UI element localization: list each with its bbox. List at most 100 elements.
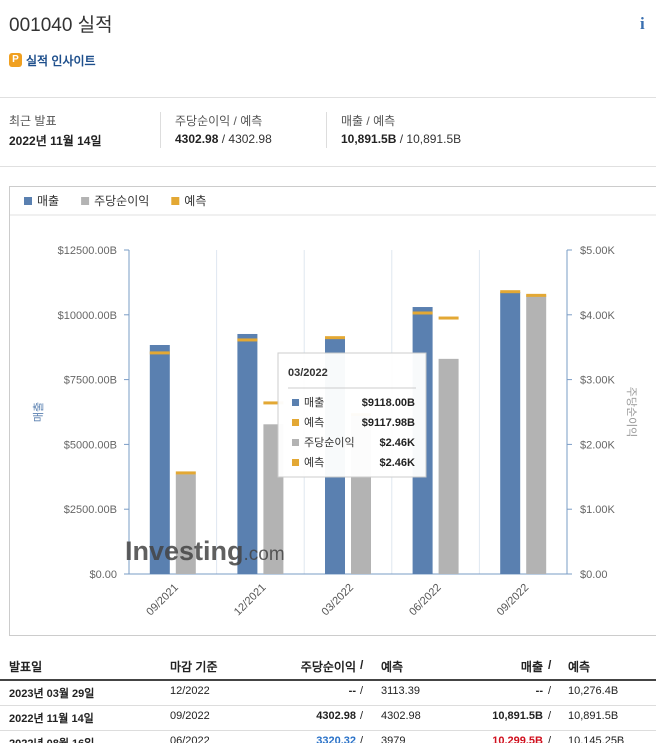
cell-eps: 4302.98 (316, 710, 356, 722)
cell-revenue-forecast: 예측 (568, 660, 591, 674)
summary-item: 최근 발표 2022년 11월 14일 (9, 112, 102, 149)
bar (149, 344, 170, 574)
tooltip-swatch (292, 439, 299, 446)
cell-eps-forecast: 예측 (381, 660, 404, 674)
tooltip-name: 주당순이익 (304, 436, 355, 449)
summary-label: 매출 / 예측 (341, 114, 396, 128)
row-line (0, 679, 656, 681)
summary-item: 매출 / 예측 10,891.5B / 10,891.5B (341, 112, 461, 146)
cell-eps: 주당순이익 (300, 660, 356, 674)
y-tick-label: $2500.00B (64, 504, 117, 516)
bar (438, 358, 459, 574)
y2-tick-label: $4.00K (580, 310, 616, 322)
summary: 최근 발표 2022년 11월 14일 주당순이익 / 예측 4302.98 /… (0, 97, 656, 167)
x-tick-label: 12/2021 (232, 582, 269, 619)
info-button[interactable]: i (640, 14, 645, 33)
watermark-suffix: .com (244, 544, 285, 565)
legend-label: 주당순이익 (94, 194, 149, 208)
row-line (0, 705, 656, 706)
y2-tick-label: $1.00K (580, 504, 616, 516)
y2-tick-label: $0.00 (580, 569, 608, 581)
row-line (0, 730, 656, 731)
forecast-mark (325, 336, 345, 340)
cell-revenue: 10,299.5B (492, 735, 543, 743)
tooltip-value: $2.46K (380, 457, 416, 469)
y2-axis-label: 주당순이익 (625, 387, 638, 438)
tooltip-value: $9117.98B (362, 417, 415, 429)
tooltip-name: 매출 (304, 396, 324, 409)
tooltip-title: 03/2022 (288, 367, 328, 379)
y-axis-label: 매출 (32, 402, 45, 422)
tooltip-box (277, 352, 427, 478)
cell-eps-forecast: 3979 (381, 735, 406, 743)
summary-forecast: 4302.98 (228, 132, 272, 146)
summary-sep: / (218, 132, 229, 146)
cell-revenue-forecast: 10,276.4B (568, 685, 619, 697)
summary-value: 10,891.5B (341, 132, 397, 146)
bar (175, 474, 196, 574)
forecast-mark (237, 338, 258, 342)
forecast-mark (263, 401, 284, 405)
summary-label: 주당순이익 / 예측 (175, 114, 263, 128)
cell-revenue: 매출 (520, 660, 543, 674)
cell-date: 2022년 11월 14일 (9, 713, 94, 725)
cell-eps-forecast: 3113.39 (381, 685, 420, 697)
cell-eps: -- (348, 685, 356, 697)
cell-eps: 3320.32 (316, 735, 356, 743)
legend-swatch (171, 197, 180, 205)
cell-eps-forecast: 4302.98 (381, 710, 421, 722)
tooltip-name: 예측 (304, 416, 324, 429)
forecast-mark (149, 351, 170, 355)
bar (237, 333, 258, 574)
tooltip-swatch (292, 459, 299, 466)
cell-sep: / (548, 710, 552, 722)
link-icon: P (9, 53, 22, 67)
tooltip-swatch (292, 419, 299, 426)
cell-sep: / (360, 735, 364, 743)
summary-value: 2022년 11월 14일 (9, 134, 102, 148)
x-tick-label: 06/2022 (407, 582, 444, 619)
tooltip-value: $9118.00B (362, 397, 415, 409)
cell-sep: / (548, 658, 552, 672)
bar (526, 295, 547, 574)
cell-date: 2022년 08월 16일 (9, 735, 94, 743)
cell-revenue-forecast: 10,891.5B (568, 710, 619, 722)
chart: 매출 주당순이익 예측$0.00$2500.00B$5000.00B$7500.00… (10, 194, 656, 619)
cell-date: 발표일 (9, 660, 43, 674)
y2-tick-label: $5.00K (580, 245, 616, 257)
y-tick-label: $7500.00B (64, 375, 117, 387)
summary-forecast: 10,891.5B (406, 132, 462, 146)
summary-item: 주당순이익 / 예측 4302.98 / 4302.98 (175, 112, 272, 146)
divider (326, 112, 327, 148)
forecast-mark (526, 293, 547, 297)
y2-tick-label: $3.00K (580, 375, 616, 387)
insight-link[interactable]: 실적 인사이트 (26, 54, 96, 68)
divider (160, 112, 161, 148)
cell-sep: / (360, 710, 364, 722)
cell-sep: / (360, 658, 364, 672)
forecast-mark (175, 471, 196, 475)
x-tick-label: 09/2021 (144, 582, 181, 619)
watermark-main: Investing (125, 536, 244, 566)
tooltip-swatch (292, 399, 299, 406)
x-tick-label: 03/2022 (320, 582, 357, 619)
summary-value: 4302.98 (175, 132, 219, 146)
legend-swatch (24, 197, 32, 205)
x-tick-label: 09/2022 (495, 582, 532, 619)
cell-sep: / (548, 735, 552, 743)
cell-revenue: 10,891.5B (492, 710, 543, 722)
cell-sep: / (548, 685, 552, 697)
page-title: 001040 실적 (9, 15, 113, 36)
summary-label: 최근 발표 (9, 114, 57, 128)
forecast-mark (412, 311, 433, 315)
cell-revenue: -- (535, 685, 543, 697)
legend-label: 예측 (184, 194, 206, 208)
tooltip-name: 예측 (304, 456, 324, 469)
forecast-mark (438, 316, 459, 320)
forecast-mark (500, 290, 521, 294)
y-tick-label: $12500.00B (58, 245, 117, 257)
tooltip-value: $2.46K (380, 437, 416, 449)
chart-box: 매출 주당순이익 예측 $0.00 $2500.00B $5000.00B $7500.00… (9, 186, 656, 636)
bar (500, 291, 521, 574)
y2-tick-label: $2.00K (580, 439, 616, 451)
